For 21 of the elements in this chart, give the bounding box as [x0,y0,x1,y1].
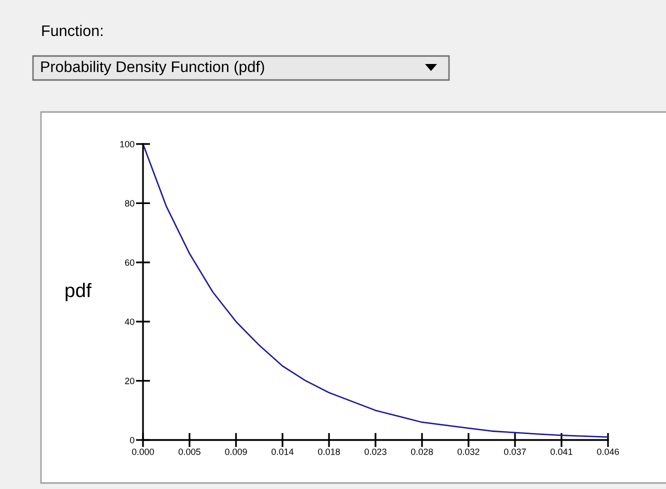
x-tick-label: 0.028 [411,448,433,455]
x-tick-label: 0.037 [504,448,526,455]
y-tick-label: 40 [124,318,134,325]
x-tick-label: 0.023 [364,448,386,455]
chart-subtitle: Probability Density Function (pdf) [41,60,264,76]
x-tick-label: 0.046 [597,448,619,455]
x-tick-label: 0.018 [318,448,340,455]
x-tick-label: 0.014 [272,448,294,455]
x-tick-label: 0.032 [458,448,480,455]
y-tick-label: 100 [120,140,134,148]
y-tick-label: 0 [130,436,134,444]
y-tick-label: 20 [125,378,134,384]
y-axis-title: pdf [66,282,92,302]
chart-title: Function: [42,24,102,36]
x-tick-label: 0.005 [178,448,200,455]
y-tick-label: 60 [125,259,134,266]
y-tick-label: 80 [125,200,134,207]
x-tick-label: 0.009 [225,448,247,455]
x-tick-label: 0.000 [132,448,154,455]
x-tick-label: 0.041 [550,448,572,455]
line-series [143,144,608,438]
